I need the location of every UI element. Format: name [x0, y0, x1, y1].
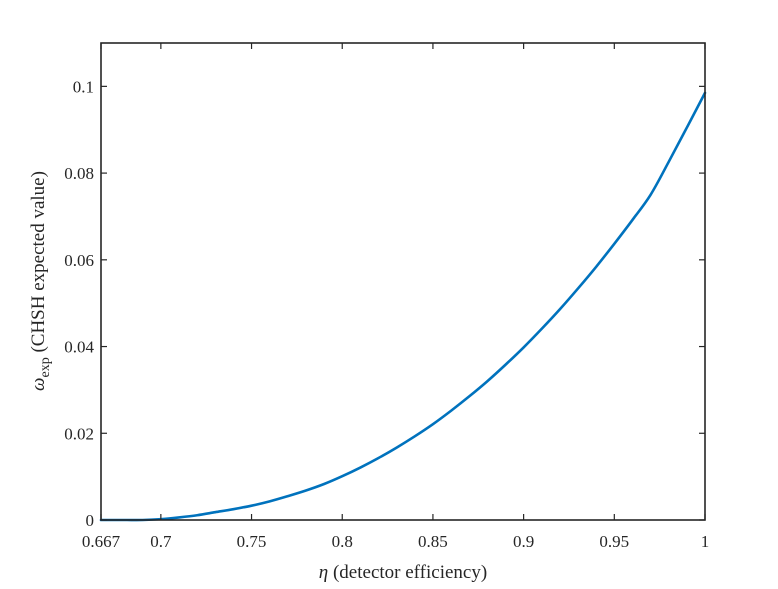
y-axis-symbol: ω	[28, 378, 49, 391]
y-tick-label: 0.02	[64, 424, 94, 443]
x-axis-symbol: η	[319, 562, 328, 583]
y-tick-label: 0.1	[73, 77, 94, 96]
series-line	[99, 91, 707, 522]
y-axis-label: ωexp (CHSH expected value)	[28, 171, 53, 391]
x-tick-label: 0.9	[513, 532, 534, 551]
y-tick-label: 0	[86, 511, 95, 530]
x-tick-label: 1	[701, 532, 710, 551]
x-axis-ticks: 0.667 0.7 0.75 0.8 0.85 0.9 0.95 1	[82, 43, 709, 551]
x-tick-label: 0.85	[418, 532, 448, 551]
x-axis-label-text: (detector efficiency)	[328, 562, 487, 583]
x-axis-label: η (detector efficiency)	[319, 562, 487, 583]
x-tick-label: 0.8	[332, 532, 353, 551]
plot-background	[101, 43, 705, 520]
y-axis-subscript: exp	[38, 357, 53, 377]
plot-area	[99, 42, 707, 522]
x-tick-label: 0.667	[82, 532, 121, 551]
y-tick-label: 0.04	[64, 338, 94, 357]
x-tick-label: 0.95	[599, 532, 629, 551]
x-tick-label: 0.75	[237, 532, 267, 551]
y-axis-label-text: (CHSH expected value)	[28, 171, 49, 357]
y-axis-ticks: 0 0.02 0.04 0.06 0.08 0.1	[64, 77, 705, 530]
axes-box	[100, 42, 706, 521]
y-tick-label: 0.06	[64, 251, 94, 270]
y-tick-label: 0.08	[64, 164, 94, 183]
x-tick-label: 0.7	[150, 532, 172, 551]
